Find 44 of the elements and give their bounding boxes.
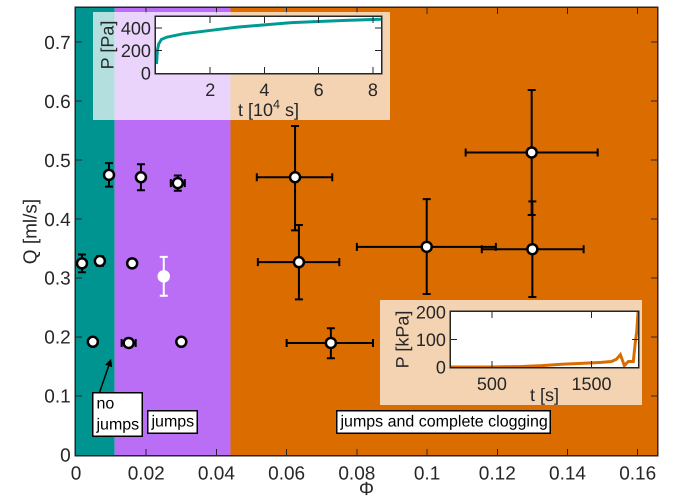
point bbox=[175, 336, 188, 348]
point bbox=[158, 270, 170, 283]
point bbox=[525, 146, 538, 159]
line-series bbox=[451, 312, 638, 367]
point bbox=[526, 242, 539, 256]
y-tick-label: 200 bbox=[416, 302, 446, 322]
point bbox=[420, 240, 433, 254]
x-tick-label: 0.14 bbox=[548, 463, 586, 484]
y-tick-label: 400 bbox=[120, 18, 151, 38]
point bbox=[102, 168, 116, 182]
x-tick-label: 2 bbox=[205, 80, 216, 100]
band-label: no jumps bbox=[96, 396, 140, 434]
y-tick-label: 0.7 bbox=[44, 32, 71, 54]
x-tick-label: 0.16 bbox=[619, 463, 656, 484]
x-tick-label: 0.04 bbox=[198, 463, 236, 484]
x-tick-label: 0.02 bbox=[128, 463, 165, 484]
x-tick-label: 8 bbox=[368, 80, 378, 100]
x-tick-label: 1500 bbox=[571, 374, 612, 394]
point bbox=[288, 171, 302, 184]
point bbox=[292, 256, 306, 268]
x-tick-label: 6 bbox=[314, 80, 324, 100]
y-tick-label: 0.3 bbox=[44, 268, 71, 290]
point bbox=[134, 171, 148, 184]
y-tick-label: 0 bbox=[436, 357, 446, 378]
point bbox=[324, 336, 338, 350]
y-tick-label: 0 bbox=[60, 446, 71, 467]
x-tick-label: 500 bbox=[476, 374, 507, 394]
x-axis-title: t [s] bbox=[530, 385, 560, 405]
y-tick-label: 0.6 bbox=[44, 92, 71, 113]
point bbox=[76, 257, 88, 270]
line-series bbox=[156, 18, 381, 66]
y-axis-title: Q [ml/s] bbox=[20, 198, 42, 264]
x-tick-label: 0.06 bbox=[268, 463, 306, 484]
y-axis-title: P [Pa] bbox=[97, 20, 118, 70]
y-axis-title: P [kPa] bbox=[392, 310, 412, 368]
y-tick-label: 0.2 bbox=[44, 328, 71, 349]
y-tick-label: 0 bbox=[140, 63, 151, 84]
y-tick-label: 200 bbox=[120, 40, 151, 61]
y-tick-label: 100 bbox=[416, 330, 446, 350]
x-tick-label: 0.12 bbox=[478, 463, 516, 484]
band-label: jumps bbox=[150, 414, 194, 430]
y-tick-label: 0.4 bbox=[44, 210, 72, 231]
y-tick-label: 0.5 bbox=[44, 150, 71, 172]
band-label: jumps and complete clogging bbox=[340, 414, 548, 430]
